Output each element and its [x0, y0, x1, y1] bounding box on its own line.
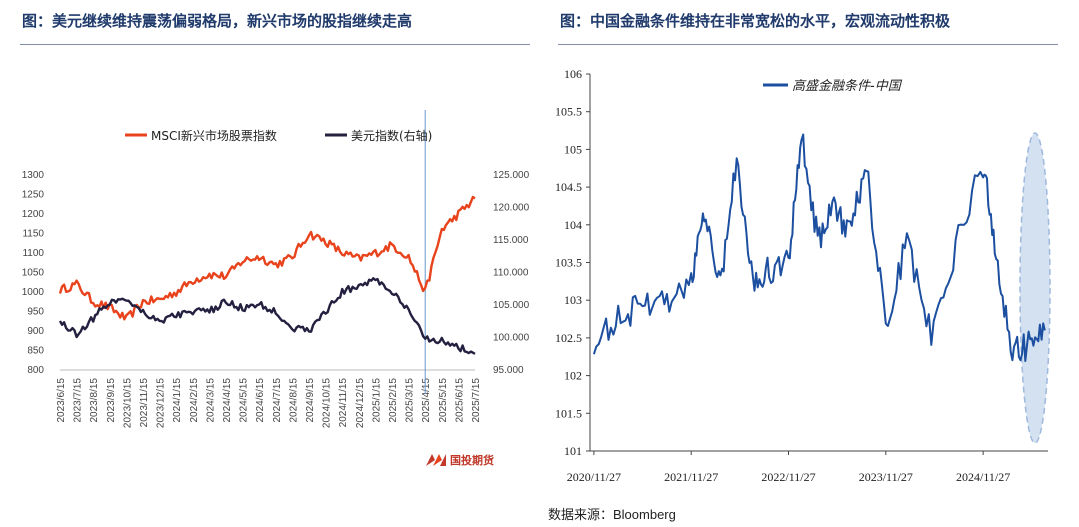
y-tick-label: 101 — [564, 444, 582, 458]
usd-index-series-line — [58, 277, 476, 355]
left-y-tick-label: 950 — [27, 307, 44, 318]
left-y-tick-label: 1200 — [22, 209, 45, 220]
y-tick-label: 106 — [564, 67, 582, 81]
left-y-tick-label: 1300 — [22, 170, 45, 181]
msci-series-line — [58, 195, 476, 321]
left-y-tick-label: 900 — [27, 326, 44, 337]
x-tick-label: 2024/8/15 — [288, 378, 299, 423]
y-tick-label: 105.5 — [555, 105, 582, 119]
x-tick-label: 2023/8/15 — [89, 378, 100, 423]
data-source-note: 数据来源：Bloomberg — [548, 507, 676, 522]
x-tick-label: 2025/2/15 — [388, 378, 399, 423]
china-fci-chart: 101 101.5 102 102.5 103 103.5 104 104.5 105 105.5… — [555, 67, 1051, 484]
x-tick-label: 2025/3/15 — [405, 378, 416, 423]
msci-usd-chart: 800 850 900 950 1000 1050 1100 1150 1200 1250 1300… — [22, 110, 530, 428]
x-tick-label: 2024/1/15 — [172, 378, 183, 423]
x-tick-label: 2024/2/15 — [189, 378, 200, 423]
x-tick-label: 2023/12/15 — [156, 378, 167, 428]
y-tick-label: 105 — [564, 142, 582, 156]
y-tick-label: 104.5 — [555, 180, 582, 194]
logo-mark-icon — [426, 454, 446, 466]
highlight-ellipse — [1019, 132, 1051, 444]
x-tick-label: 2024/11/15 — [338, 378, 349, 428]
right-y-tick-label: 105.000 — [493, 300, 530, 311]
x-tick-label: 2023/9/15 — [106, 378, 117, 423]
x-tick-label: 2024/9/15 — [305, 378, 316, 423]
left-title-divider — [20, 44, 530, 45]
x-tick-label: 2023/6/15 — [56, 378, 67, 423]
x-tick-label: 2025/4/15 — [421, 378, 432, 423]
left-y-tick-label: 1000 — [22, 287, 45, 298]
y-tick-label: 102.5 — [555, 331, 582, 345]
legend-label-fci: 高盛金融条件-中国 — [792, 78, 903, 94]
x-tick-label: 2024/3/15 — [205, 378, 216, 423]
y-tick-label: 103.5 — [555, 256, 582, 270]
left-y-tick-label: 1150 — [22, 229, 44, 240]
x-tick-label: 2024/11/27 — [956, 470, 1010, 484]
y-tick-label: 103 — [564, 293, 582, 307]
x-tick-label: 2023/11/15 — [139, 378, 150, 428]
x-tick-label: 2024/6/15 — [255, 378, 266, 423]
x-tick-label: 2025/7/15 — [471, 378, 482, 423]
right-y-tick-label: 115.000 — [493, 235, 529, 246]
legend-label-usd: 美元指数(右轴) — [351, 128, 432, 143]
y-tick-label: 102 — [564, 369, 582, 383]
right-y-tick-label: 125.000 — [493, 170, 530, 181]
x-tick-label: 2023/7/15 — [73, 378, 84, 423]
left-chart-title: 图：美元继续维持震荡偏弱格局，新兴市场的股指继续走高 — [22, 12, 413, 30]
x-tick-label: 2024/4/15 — [222, 378, 233, 423]
x-tick-label: 2025/6/15 — [454, 378, 465, 423]
left-y-tick-label: 1100 — [22, 248, 44, 259]
x-tick-label: 2025/5/15 — [438, 378, 449, 423]
x-tick-label: 2020/11/27 — [567, 470, 621, 484]
left-y-tick-label: 1250 — [22, 190, 45, 201]
right-y-tick-label: 110.000 — [493, 268, 529, 279]
x-tick-label: 2024/5/15 — [239, 378, 250, 423]
legend-label-msci: MSCI新兴市场股票指数 — [151, 128, 277, 143]
x-tick-label: 2024/12/15 — [355, 378, 366, 428]
left-y-tick-label: 850 — [27, 346, 44, 357]
x-tick-label: 2022/11/27 — [761, 470, 815, 484]
logo-text: 国投期货 — [450, 454, 494, 467]
x-tick-label: 2024/10/15 — [322, 378, 333, 428]
x-tick-label: 2023/11/27 — [859, 470, 913, 484]
x-tick-label: 2023/10/15 — [122, 378, 133, 428]
right-y-tick-label: 95.000 — [493, 365, 524, 376]
guotou-futures-logo: 国投期货 — [425, 452, 494, 468]
right-y-tick-label: 120.000 — [493, 203, 530, 214]
x-tick-label: 2024/7/15 — [272, 378, 283, 423]
left-y-tick-label: 800 — [27, 365, 44, 376]
x-tick-label: 2021/11/27 — [664, 470, 718, 484]
y-tick-label: 104 — [564, 218, 582, 232]
right-title-divider — [558, 44, 1058, 45]
right-y-tick-label: 100.000 — [493, 333, 530, 344]
left-y-tick-label: 1050 — [22, 268, 45, 279]
y-tick-label: 101.5 — [555, 406, 582, 420]
x-tick-label: 2025/1/15 — [371, 378, 382, 423]
fci-series-line — [592, 133, 1046, 362]
right-chart-title: 图：中国金融条件维持在非常宽松的水平，宏观流动性积极 — [560, 12, 951, 30]
